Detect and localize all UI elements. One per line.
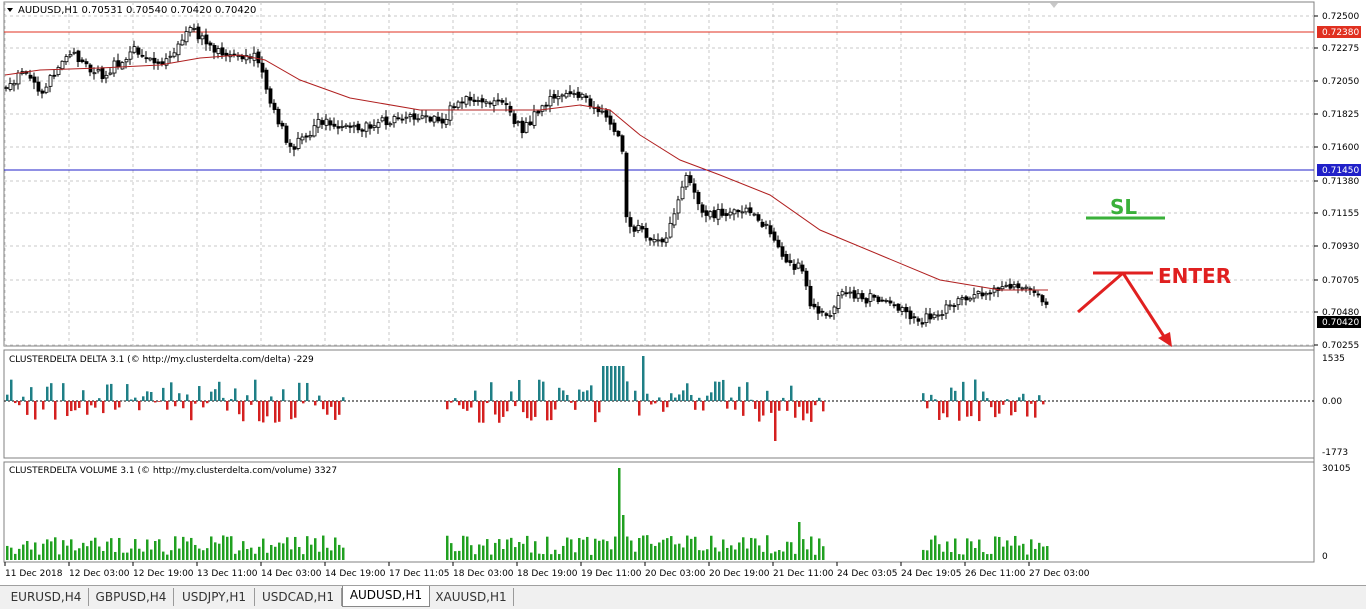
time-axis-label: 24 Dec 19:05 <box>901 569 962 579</box>
price-axis-label: 0.71380 <box>1322 177 1359 187</box>
time-axis-label: 24 Dec 03:05 <box>837 569 898 579</box>
volume-axis-min: 0 <box>1322 552 1328 562</box>
resistance-price-label: 0.72380 <box>1322 28 1359 38</box>
support-price-label: 0.71450 <box>1322 166 1359 176</box>
price-axis-label: 0.72050 <box>1322 77 1359 87</box>
time-axis-label: 12 Dec 19:00 <box>133 569 194 579</box>
price-axis-label: 0.71600 <box>1322 143 1359 153</box>
chart-canvas[interactable]: AUDUSD,H1 0.70531 0.70540 0.70420 0.7042… <box>0 0 1366 585</box>
volume-indicator-title: CLUSTERDELTA VOLUME 3.1 (© http://my.clu… <box>9 466 337 476</box>
price-axis-label: 0.71155 <box>1322 209 1359 219</box>
time-axis-label: 11 Dec 2018 <box>5 569 63 579</box>
time-axis-label: 14 Dec 19:00 <box>325 569 386 579</box>
tab-gbpusd-h4[interactable]: GBPUSD,H4 <box>89 588 174 606</box>
price-axis-label: 0.72275 <box>1322 44 1359 54</box>
time-axis-label: 18 Dec 03:00 <box>453 569 514 579</box>
current-price-label: 0.70420 <box>1322 318 1359 328</box>
time-axis-label: 18 Dec 19:00 <box>517 569 578 579</box>
delta-axis-zero: 0.00 <box>1322 397 1342 407</box>
volume-axis-max: 30105 <box>1322 464 1351 474</box>
enter-label: ENTER <box>1158 264 1231 288</box>
delta-axis-max: 1535 <box>1322 354 1345 364</box>
tab-usdjpy-h1[interactable]: USDJPY,H1 <box>174 588 255 606</box>
tab-usdcad-h1[interactable]: USDCAD,H1 <box>255 588 342 606</box>
delta-indicator-panel[interactable] <box>4 350 1314 458</box>
tab-eurusd-h4[interactable]: EURUSD,H4 <box>4 588 89 606</box>
sl-label: SL <box>1110 195 1137 219</box>
price-axis-label: 0.70930 <box>1322 242 1359 252</box>
time-axis-label: 19 Dec 11:00 <box>581 569 642 579</box>
delta-axis-min: -1773 <box>1322 448 1348 458</box>
delta-indicator-title: CLUSTERDELTA DELTA 3.1 (© http://my.clus… <box>9 355 314 365</box>
tab-xauusd-h1[interactable]: XAUUSD,H1 <box>429 588 514 606</box>
time-axis-label: 20 Dec 19:00 <box>709 569 770 579</box>
time-axis-label: 27 Dec 03:00 <box>1029 569 1090 579</box>
time-axis-label: 14 Dec 03:00 <box>261 569 322 579</box>
time-axis-label: 13 Dec 11:00 <box>197 569 258 579</box>
chart-header-text: AUDUSD,H1 0.70531 0.70540 0.70420 0.7042… <box>18 5 256 16</box>
time-axis-label: 21 Dec 11:00 <box>773 569 834 579</box>
tab-audusd-h1[interactable]: AUDUSD,H1 <box>342 586 430 607</box>
time-axis-label: 20 Dec 03:00 <box>645 569 706 579</box>
price-axis-label: 0.70255 <box>1322 341 1359 351</box>
price-axis-label: 0.70705 <box>1322 276 1359 286</box>
time-axis-label: 26 Dec 11:00 <box>965 569 1026 579</box>
price-axis: 0.72500 0.72275 0.72050 0.71825 0.71600 0.713… <box>1314 12 1359 351</box>
price-axis-label: 0.71825 <box>1322 110 1359 120</box>
symbol-tab-bar: EURUSD,H4 GBPUSD,H4 USDJPY,H1 USDCAD,H1 … <box>0 585 1366 609</box>
main-chart-panel[interactable] <box>4 2 1314 346</box>
price-axis-label: 0.72500 <box>1322 12 1359 22</box>
time-axis-label: 17 Dec 11:05 <box>389 569 450 579</box>
time-axis-label: 12 Dec 03:00 <box>69 569 130 579</box>
